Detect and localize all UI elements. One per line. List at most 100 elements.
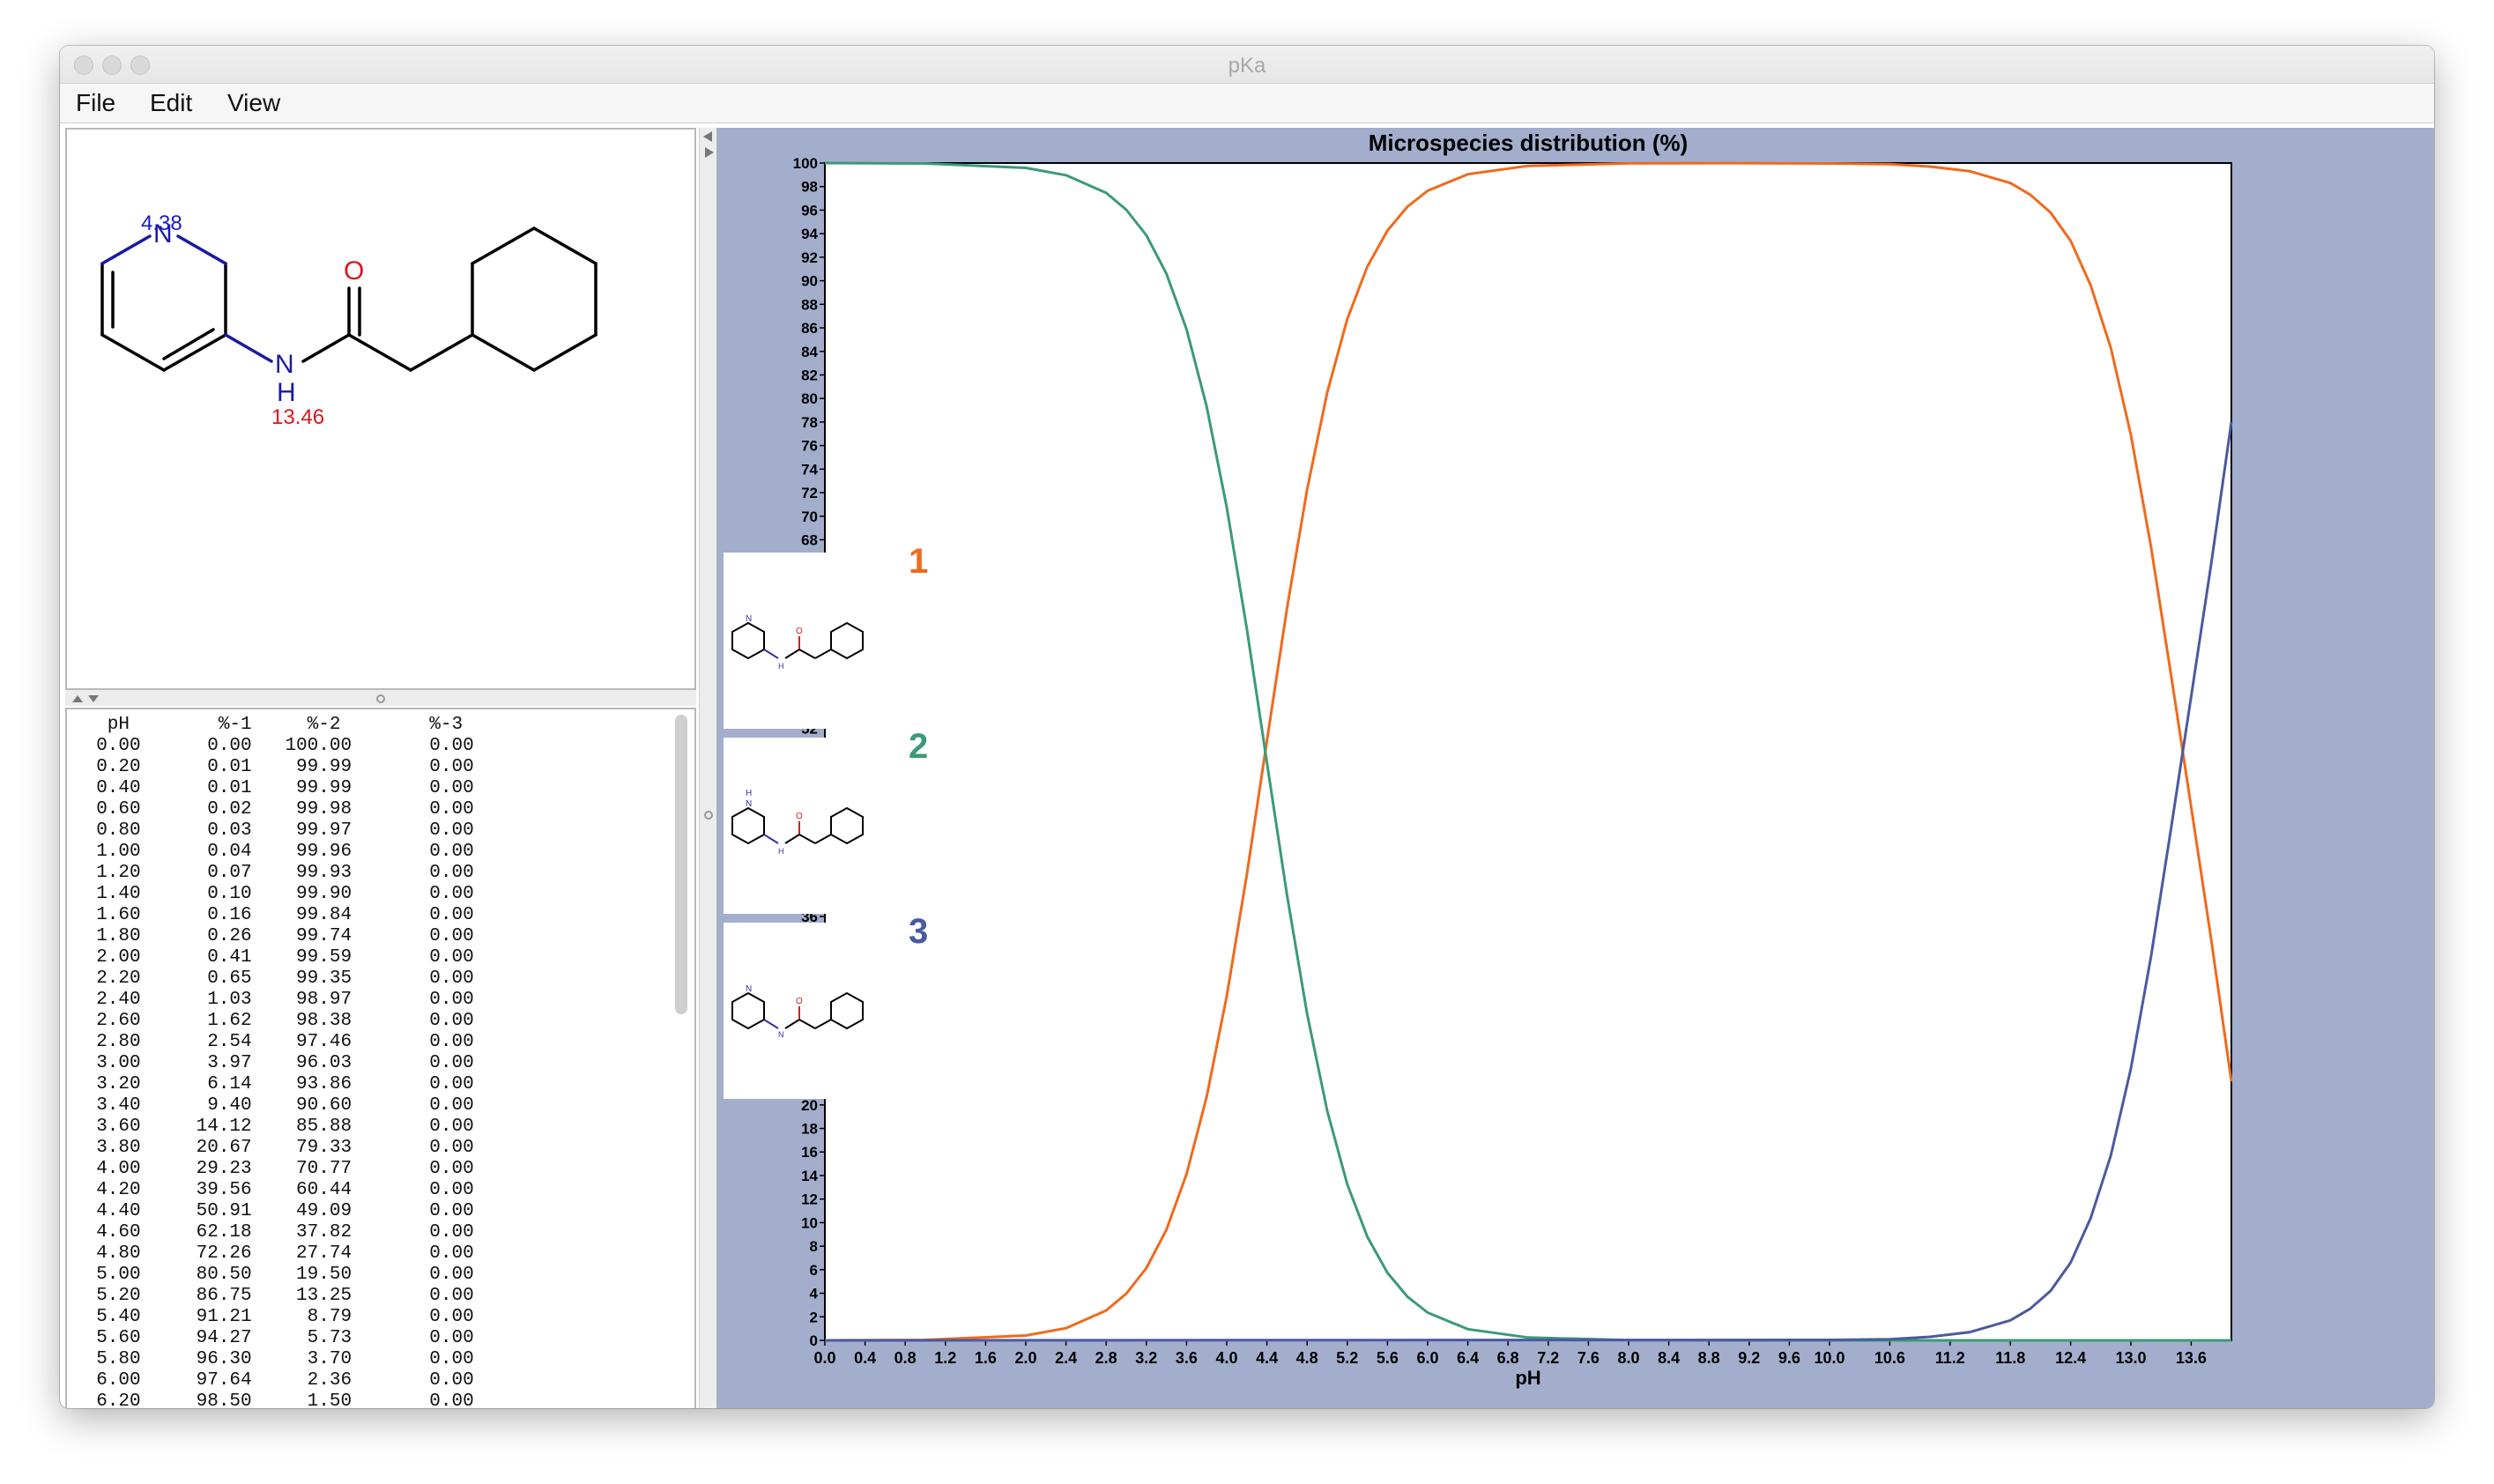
x-tick-label: 8.4 (1658, 1349, 1680, 1367)
x-tick-label: 7.6 (1577, 1349, 1600, 1367)
x-tick-label: 2.0 (1014, 1349, 1036, 1367)
x-tick-label: 11.2 (1935, 1349, 1965, 1367)
species-1-label: 1 (909, 542, 929, 581)
y-tick-label: 4 (810, 1286, 819, 1302)
x-tick-label: 6.8 (1497, 1349, 1519, 1367)
y-tick-label: 20 (801, 1097, 818, 1114)
y-tick-label: 72 (801, 485, 818, 501)
y-tick-label: 74 (801, 461, 818, 478)
molecule-structure-panel: N 4.38 N H O 13.46 (65, 128, 696, 690)
species-2-thumbnail[interactable]: H N O H (724, 738, 900, 914)
menu-view[interactable]: View (227, 89, 281, 116)
vertical-splitter[interactable] (699, 128, 717, 1408)
distribution-table-text: pH %-1 %-2 %-3 0.00 0.00 100.00 0.00 0.2… (96, 715, 474, 1408)
series-line-2 (824, 161, 2231, 1342)
carbonyl-oxygen-label: O (344, 256, 364, 286)
x-tick-label: 0.8 (894, 1349, 917, 1367)
y-tick-label: 86 (801, 320, 818, 337)
x-tick-label: 9.2 (1738, 1349, 1760, 1367)
y-tick-label: 12 (801, 1191, 818, 1208)
x-tick-label: 10.6 (1874, 1349, 1905, 1367)
x-tick-label: 4.4 (1256, 1349, 1278, 1367)
title-bar: pKa (60, 46, 2434, 84)
x-tick-label: 2.4 (1055, 1349, 1077, 1367)
menu-edit[interactable]: Edit (150, 89, 193, 116)
ring-nitrogen-label: N (153, 219, 173, 249)
chart-area: N O H H N O H (716, 128, 2434, 1408)
minimize-window-button[interactable] (102, 56, 122, 75)
y-tick-label: 10 (801, 1214, 818, 1231)
y-tick-label: 80 (801, 390, 818, 407)
x-tick-label: 3.6 (1176, 1349, 1198, 1367)
y-tick-label: 76 (801, 438, 818, 455)
y-tick-label: 2 (810, 1309, 818, 1325)
species-3-o: O (796, 997, 803, 1006)
y-tick-label: 100 (793, 155, 818, 172)
pka-ring-n-label: 4.38 (141, 211, 182, 235)
x-tick-label: 7.2 (1537, 1349, 1559, 1367)
distribution-chart: Microspecies distribution (%) 0246810121… (793, 130, 2233, 1389)
menu-bar: File Edit View (60, 84, 2434, 123)
x-tick-label: 3.2 (1135, 1349, 1157, 1367)
x-tick-label: 5.2 (1336, 1349, 1358, 1367)
x-tick-label: 12.4 (2055, 1349, 2086, 1367)
x-tick-label: 6.0 (1416, 1349, 1438, 1367)
y-tick-label: 78 (801, 414, 818, 431)
y-tick-label: 18 (801, 1121, 818, 1138)
species-3-thumbnail[interactable]: N O N (724, 923, 900, 1099)
x-tick-label: 1.6 (975, 1349, 997, 1367)
zoom-window-button[interactable] (130, 56, 150, 75)
species-1-nh: H (778, 662, 784, 671)
y-tick-label: 90 (801, 273, 818, 290)
y-tick-label: 6 (810, 1262, 818, 1279)
species-3-label: 3 (909, 912, 929, 951)
x-tick-label: 8.8 (1698, 1349, 1720, 1367)
amide-hydrogen-label: H (277, 378, 296, 407)
y-tick-label: 14 (801, 1168, 818, 1184)
x-tick-label: 0.0 (813, 1349, 835, 1367)
x-tick-label: 4.8 (1296, 1349, 1318, 1367)
species-2-nh: H (778, 847, 784, 856)
table-scrollbar[interactable] (675, 715, 687, 1014)
species-1-thumbnail[interactable]: N O H (724, 553, 900, 729)
window-title: pKa (1228, 54, 1266, 78)
x-tick-label: 11.8 (1995, 1349, 2025, 1367)
y-tick-label: 70 (801, 508, 818, 525)
y-tick-label: 94 (801, 226, 818, 242)
x-tick-label: 13.0 (2115, 1349, 2146, 1367)
y-tick-label: 98 (801, 179, 818, 196)
splitter-arrows-icon (72, 694, 385, 703)
x-tick-label: 13.6 (2176, 1349, 2207, 1367)
y-tick-label: 96 (801, 202, 818, 219)
x-tick-label: 0.4 (854, 1349, 876, 1367)
species-2-structure: H N O H (731, 789, 864, 856)
molecule-drawing: N 4.38 N H O 13.46 (100, 211, 598, 429)
x-tick-label: 5.6 (1377, 1349, 1399, 1367)
species-1-structure: N O H (731, 614, 864, 671)
distribution-table: pH %-1 %-2 %-3 0.00 0.00 100.00 0.00 0.2… (65, 708, 696, 1408)
menu-file[interactable]: File (76, 89, 116, 116)
species-1-n: N (746, 614, 752, 624)
x-tick-label: 9.6 (1778, 1349, 1800, 1367)
splitter-collapse-icon (703, 131, 714, 820)
y-tick-label: 82 (801, 367, 818, 383)
horizontal-splitter[interactable] (65, 690, 696, 706)
y-tick-label: 8 (810, 1238, 818, 1255)
x-tick-label: 4.0 (1215, 1349, 1237, 1367)
species-3-n-minus: N (778, 1030, 784, 1039)
species-2-nh-plus: H (746, 789, 752, 798)
x-tick-label: 1.2 (934, 1349, 956, 1367)
y-tick-label: 68 (801, 532, 818, 549)
x-axis-label: pH (1515, 1367, 1540, 1389)
chart-title: Microspecies distribution (%) (1369, 130, 1689, 156)
x-tick-label: 2.8 (1095, 1349, 1117, 1367)
x-tick-label: 8.0 (1617, 1349, 1639, 1367)
y-tick-label: 84 (801, 344, 818, 360)
y-tick-label: 16 (801, 1144, 818, 1161)
amide-nitrogen-label: N (275, 350, 294, 379)
species-2-o: O (796, 812, 803, 821)
close-window-button[interactable] (74, 56, 93, 75)
series-line-1 (824, 161, 2233, 1342)
y-tick-label: 0 (810, 1332, 818, 1349)
app-window: pKa File Edit View (60, 46, 2434, 1408)
